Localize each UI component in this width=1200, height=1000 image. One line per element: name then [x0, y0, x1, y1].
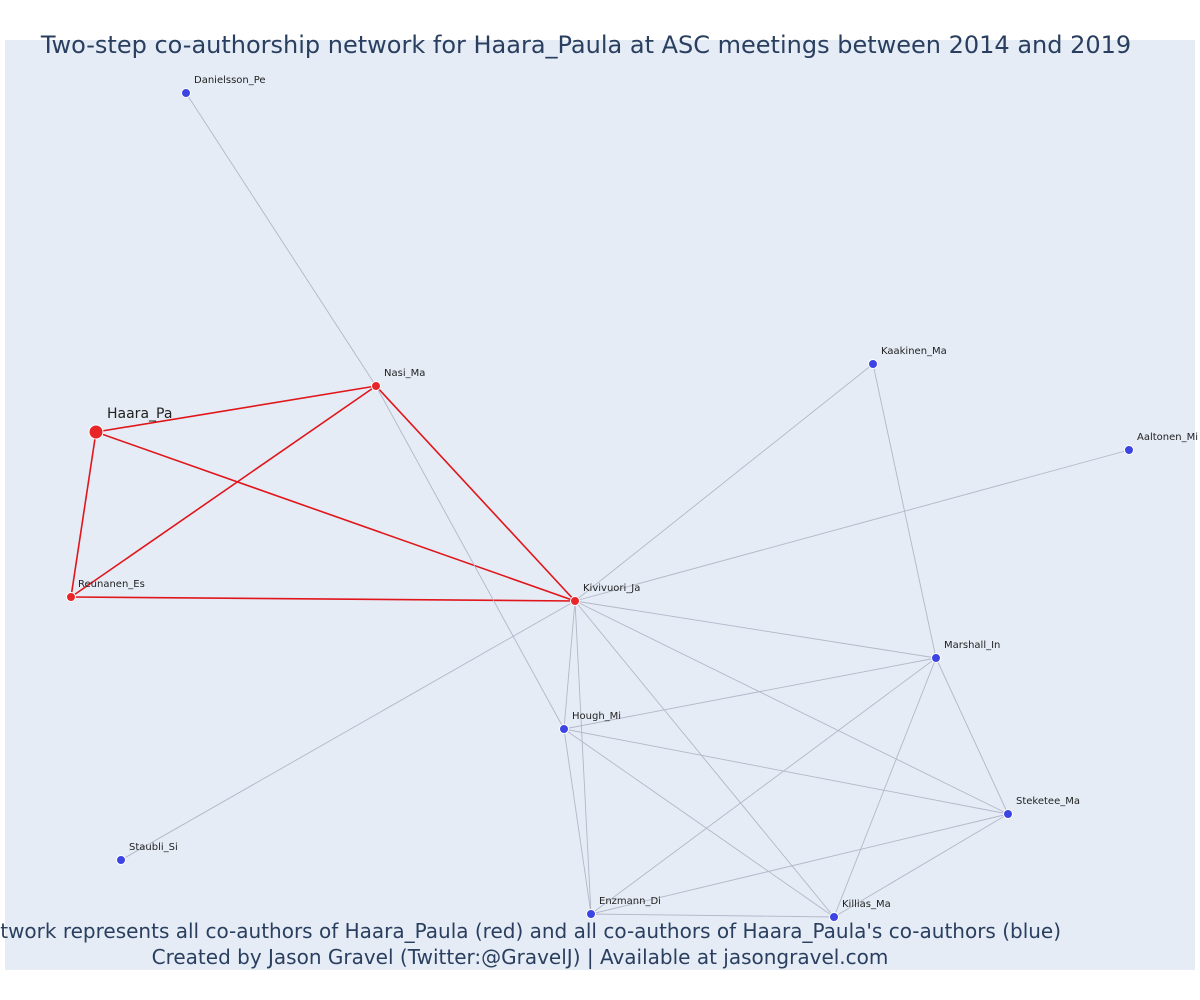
node-Steketee_Ma[interactable]	[1003, 809, 1013, 819]
edge-Haara_Pa-Nasi_Ma	[95, 385, 377, 433]
edge-Kivivuori_Ja-Aaltonen_Mi	[574, 449, 1130, 602]
edge-Marshall_In-Killias_Ma	[833, 657, 937, 918]
edge-Enzmann_Di-Killias_Ma	[590, 913, 835, 918]
edge-Hough_Mi-Steketee_Ma	[563, 728, 1009, 815]
edge-Kivivuori_Ja-Enzmann_Di	[574, 600, 592, 915]
edge-Kivivuori_Ja-Marshall_In	[574, 600, 937, 659]
plot-background	[5, 40, 1195, 970]
nodes-layer	[66, 88, 1134, 922]
edge-Nasi_Ma-Hough_Mi	[375, 385, 565, 730]
node-Haara_Pa[interactable]	[88, 424, 104, 440]
edge-Nasi_Ma-Kivivuori_Ja	[375, 385, 576, 602]
node-Hough_Mi[interactable]	[559, 724, 569, 734]
node-label-Kivivuori_Ja: Kivivuori_Ja	[583, 583, 640, 594]
caption-line-1: Network represents all co-authors of Haa…	[0, 919, 1061, 943]
edge-Marshall_In-Hough_Mi	[563, 657, 937, 730]
node-label-Haara_Pa: Haara_Pa	[107, 406, 172, 422]
chart-title: Two-step co-authorship network for Haara…	[40, 31, 1131, 59]
node-label-Reunanen_Es: Reunanen_Es	[78, 579, 145, 590]
node-label-Killias_Ma: Killias_Ma	[842, 899, 891, 910]
edge-Reunanen_Es-Kivivuori_Ja	[70, 596, 576, 602]
edge-Kivivuori_Ja-Killias_Ma	[574, 600, 835, 918]
node-label-Danielsson_Pe: Danielsson_Pe	[194, 75, 266, 86]
node-Nasi_Ma[interactable]	[371, 381, 381, 391]
edge-Hough_Mi-Enzmann_Di	[563, 728, 592, 915]
edges-layer	[70, 92, 1130, 918]
edge-Kivivuori_Ja-Staubli_Si	[120, 600, 576, 861]
node-Staubli_Si[interactable]	[116, 855, 126, 865]
labels-layer: Haara_Pa Nasi_Ma Reunanen_Es Kivivuori_Ja Da…	[78, 75, 1198, 910]
node-Reunanen_Es[interactable]	[66, 592, 76, 602]
edge-Kaakinen_Ma-Marshall_In	[872, 363, 937, 659]
node-label-Staubli_Si: Staubli_Si	[129, 842, 178, 853]
edge-Danielsson_Pe-Nasi_Ma	[185, 92, 377, 387]
edge-Kivivuori_Ja-Kaakinen_Ma	[574, 363, 874, 602]
node-Kaakinen_Ma[interactable]	[868, 359, 878, 369]
node-Aaltonen_Mi[interactable]	[1124, 445, 1134, 455]
node-label-Enzmann_Di: Enzmann_Di	[599, 896, 661, 907]
edge-Steketee_Ma-Killias_Ma	[833, 813, 1009, 918]
node-label-Aaltonen_Mi: Aaltonen_Mi	[1137, 432, 1198, 443]
node-Danielsson_Pe[interactable]	[181, 88, 191, 98]
edge-Kivivuori_Ja-Steketee_Ma	[574, 600, 1009, 815]
node-Killias_Ma[interactable]	[829, 912, 839, 922]
edge-Hough_Mi-Killias_Ma	[563, 728, 835, 918]
node-label-Nasi_Ma: Nasi_Ma	[384, 368, 425, 379]
node-Enzmann_Di[interactable]	[586, 909, 596, 919]
node-label-Kaakinen_Ma: Kaakinen_Ma	[881, 346, 947, 357]
edge-Kivivuori_Ja-Hough_Mi	[563, 600, 576, 730]
edge-Marshall_In-Enzmann_Di	[590, 657, 937, 915]
edge-Haara_Pa-Reunanen_Es	[70, 431, 97, 598]
node-label-Hough_Mi: Hough_Mi	[572, 711, 621, 722]
node-Kivivuori_Ja[interactable]	[570, 596, 580, 606]
edge-Marshall_In-Steketee_Ma	[935, 657, 1009, 815]
node-Marshall_In[interactable]	[931, 653, 941, 663]
edge-Steketee_Ma-Enzmann_Di	[590, 813, 1009, 915]
edge-Nasi_Ma-Reunanen_Es	[70, 385, 377, 598]
node-label-Steketee_Ma: Steketee_Ma	[1016, 796, 1080, 807]
node-label-Marshall_In: Marshall_In	[944, 640, 1000, 651]
caption-line-2: Created by Jason Gravel (Twitter:@Gravel…	[152, 945, 889, 969]
edge-Haara_Pa-Kivivuori_Ja	[95, 431, 576, 602]
